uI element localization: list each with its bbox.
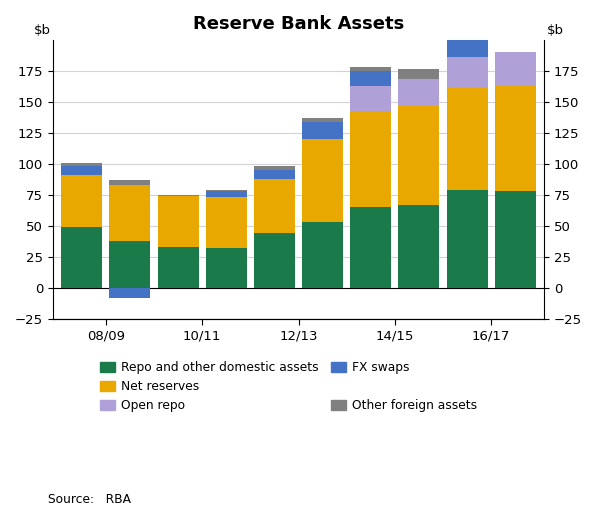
Bar bbox=[398, 69, 439, 79]
Bar bbox=[254, 167, 295, 170]
Bar bbox=[254, 170, 295, 179]
Text: Source:   RBA: Source: RBA bbox=[48, 493, 131, 506]
Bar bbox=[109, 185, 150, 241]
Bar bbox=[398, 205, 439, 288]
Legend: Repo and other domestic assets, Net reserves, Open repo, FX swaps, , Other forei: Repo and other domestic assets, Net rese… bbox=[100, 361, 477, 412]
Bar bbox=[495, 86, 536, 191]
Bar bbox=[350, 86, 391, 111]
Bar bbox=[109, 241, 150, 288]
Bar bbox=[254, 179, 295, 233]
Bar bbox=[447, 30, 488, 57]
Bar bbox=[302, 222, 343, 288]
Title: Reserve Bank Assets: Reserve Bank Assets bbox=[193, 15, 404, 33]
Text: $b: $b bbox=[33, 24, 50, 37]
Bar bbox=[398, 79, 439, 106]
Bar bbox=[61, 227, 102, 288]
Bar bbox=[447, 190, 488, 288]
Bar bbox=[206, 191, 247, 198]
Bar bbox=[495, 191, 536, 288]
Bar bbox=[206, 190, 247, 191]
Bar bbox=[206, 248, 247, 288]
Bar bbox=[447, 88, 488, 190]
Bar bbox=[302, 122, 343, 139]
Bar bbox=[350, 68, 391, 71]
Bar bbox=[109, 288, 150, 298]
Bar bbox=[350, 111, 391, 207]
Bar bbox=[350, 71, 391, 86]
Bar bbox=[447, 57, 488, 88]
Bar bbox=[61, 163, 102, 167]
Bar bbox=[61, 167, 102, 175]
Bar bbox=[254, 233, 295, 288]
Text: $b: $b bbox=[547, 24, 564, 37]
Bar bbox=[158, 196, 199, 247]
Bar bbox=[206, 198, 247, 248]
Bar bbox=[61, 175, 102, 227]
Bar bbox=[495, 52, 536, 86]
Bar bbox=[350, 207, 391, 288]
Bar bbox=[302, 139, 343, 222]
Bar bbox=[109, 180, 150, 185]
Bar bbox=[158, 247, 199, 288]
Bar bbox=[158, 195, 199, 196]
Bar bbox=[302, 118, 343, 122]
Bar bbox=[398, 106, 439, 205]
